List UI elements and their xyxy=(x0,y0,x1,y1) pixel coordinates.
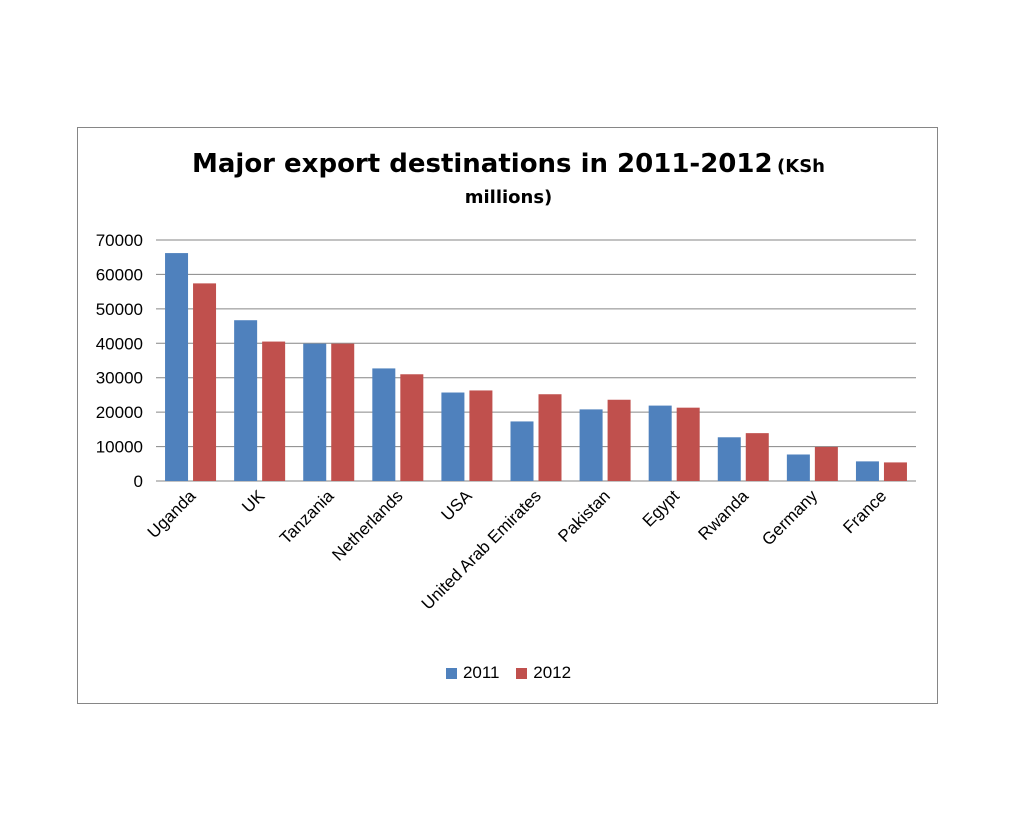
x-tick-label: France xyxy=(839,486,890,537)
chart-title-unit-part2: millions) xyxy=(464,187,553,208)
chart-frame xyxy=(77,127,938,704)
bar-2011-germany xyxy=(786,454,810,481)
x-tick-label: Pakistan xyxy=(554,486,614,546)
bar-2011-tanzania xyxy=(303,343,327,481)
bar-2012-united-arab-emirates xyxy=(538,394,562,481)
y-tick-label: 50000 xyxy=(96,300,143,319)
bar-2012-netherlands xyxy=(400,374,424,481)
x-tick-label: United Arab Emirates xyxy=(418,486,545,613)
bar-2012-uganda xyxy=(193,283,217,481)
x-tick-label: Germany xyxy=(758,486,821,549)
legend: 2011 2012 xyxy=(0,662,1017,683)
x-tick-label: Uganda xyxy=(144,486,200,542)
bar-2011-usa xyxy=(441,392,465,481)
bar-2011-uganda xyxy=(165,253,189,481)
bar-2012-uk xyxy=(262,341,286,481)
chart-title-second-line: millions) xyxy=(0,187,1017,208)
legend-label-2011: 2011 xyxy=(462,662,500,682)
y-tick-label: 20000 xyxy=(96,403,143,422)
legend-item-2012: 2012 xyxy=(516,663,571,683)
bar-2011-netherlands xyxy=(372,368,396,481)
y-tick-label: 30000 xyxy=(96,369,143,388)
y-tick-label: 70000 xyxy=(96,231,143,250)
y-tick-label: 40000 xyxy=(96,334,143,353)
legend-label-2012: 2012 xyxy=(533,662,572,682)
legend-swatch-2012 xyxy=(516,667,528,679)
legend-swatch-2011 xyxy=(445,667,457,679)
bar-2012-pakistan xyxy=(607,399,631,481)
bar-2012-usa xyxy=(469,390,493,481)
x-tick-label: Netherlands xyxy=(328,486,406,564)
chart-title: Major export destinations in 2011-2012 (… xyxy=(0,149,1017,179)
y-tick-label: 10000 xyxy=(96,438,143,457)
bar-2012-egypt xyxy=(676,407,700,481)
x-tick-label: Rwanda xyxy=(695,486,753,544)
chart-title-unit-part1: (KSh xyxy=(777,156,825,177)
bar-2011-egypt xyxy=(648,405,672,481)
x-tick-label: Egypt xyxy=(639,486,683,530)
x-tick-label: UK xyxy=(238,486,269,517)
y-tick-label: 0 xyxy=(134,472,143,491)
bar-2012-france xyxy=(883,462,907,481)
bar-2012-tanzania xyxy=(331,343,355,481)
legend-item-2011: 2011 xyxy=(445,662,500,683)
chart-title-main: Major export destinations in 2011-2012 xyxy=(191,149,773,179)
x-tick-label: USA xyxy=(438,486,477,525)
bar-2012-germany xyxy=(814,446,838,481)
x-tick-label: Tanzania xyxy=(276,486,338,548)
bar-2011-france xyxy=(855,461,879,481)
bar-2011-pakistan xyxy=(579,409,603,481)
bar-2011-rwanda xyxy=(717,437,741,481)
bar-2012-rwanda xyxy=(745,433,769,481)
bar-2011-uk xyxy=(234,320,258,481)
y-tick-label: 60000 xyxy=(96,265,143,284)
bar-2011-united-arab-emirates xyxy=(510,421,534,481)
